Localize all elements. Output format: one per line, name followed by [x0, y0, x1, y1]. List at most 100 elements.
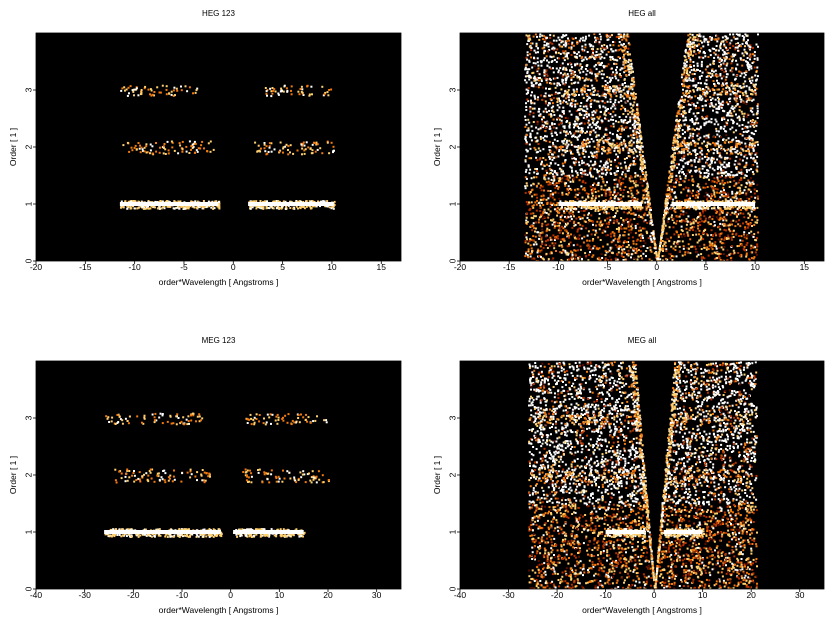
bg-count	[709, 163, 712, 166]
bg-count	[688, 151, 691, 154]
bg-count	[732, 229, 735, 232]
bg-count	[606, 167, 609, 169]
bg-count	[528, 240, 531, 243]
bg-count	[613, 104, 616, 107]
bg-count	[643, 213, 646, 216]
bg-count	[569, 132, 572, 135]
bg-count	[691, 121, 694, 124]
band-count	[175, 87, 178, 90]
band-count	[212, 207, 215, 210]
bg-count	[526, 54, 529, 57]
bg-count	[594, 199, 596, 202]
band-count	[173, 149, 176, 152]
bg-count	[697, 216, 700, 218]
bg-count	[525, 34, 528, 37]
band-count	[158, 205, 161, 208]
bg-count	[740, 168, 743, 171]
bg-count	[532, 243, 535, 246]
bg-count	[636, 155, 639, 158]
bg-count	[539, 245, 542, 248]
bg-count	[548, 157, 551, 160]
bg-count	[744, 154, 747, 156]
bg-count	[594, 73, 597, 76]
bg-count	[593, 182, 596, 185]
bg-count	[601, 77, 604, 80]
bg-count	[683, 235, 686, 238]
bg-count	[624, 108, 627, 110]
bg-count	[561, 162, 564, 165]
bg-count	[594, 63, 597, 66]
bg-count	[666, 190, 669, 192]
bg-count	[640, 169, 643, 172]
bg-count	[704, 217, 707, 220]
bg-count	[723, 70, 726, 73]
bg-count	[584, 56, 587, 59]
bg-count	[726, 112, 729, 114]
bg-count	[717, 49, 720, 52]
bg-count	[606, 36, 609, 39]
bg-count	[629, 209, 632, 212]
bg-count	[612, 90, 614, 93]
bg-count	[617, 247, 620, 250]
band-count	[258, 206, 261, 209]
bg-count	[721, 181, 724, 184]
bg-count	[742, 82, 745, 85]
bg-count	[588, 34, 591, 37]
bg-count	[596, 116, 599, 119]
bg-count	[586, 234, 589, 237]
bg-count	[541, 47, 544, 50]
bg-count	[672, 226, 675, 229]
x-tick-label: 5	[280, 262, 285, 272]
bg-count	[699, 188, 702, 191]
bg-count	[690, 222, 693, 225]
bg-count	[597, 184, 600, 186]
bg-count	[684, 62, 687, 65]
bg-count	[609, 55, 612, 58]
bg-count	[541, 86, 544, 89]
bg-count	[548, 213, 551, 216]
bg-count	[583, 214, 586, 217]
bg-count	[630, 196, 633, 199]
bg-count	[613, 216, 616, 219]
bg-count	[635, 150, 638, 153]
bg-count	[591, 93, 594, 96]
bg-count	[542, 59, 545, 62]
bg-count	[748, 152, 751, 155]
bg-count	[606, 46, 609, 49]
bg-count	[604, 173, 607, 176]
bg-count	[635, 180, 638, 183]
band-count	[197, 147, 200, 150]
bg-count	[532, 224, 535, 227]
bg-count	[729, 157, 732, 160]
bg-count	[721, 69, 724, 71]
bg-count	[533, 94, 536, 97]
bg-count	[587, 247, 590, 250]
bg-count	[723, 161, 726, 164]
bg-count	[631, 136, 634, 139]
bg-count	[714, 232, 717, 235]
bg-count	[543, 72, 546, 75]
bg-count	[532, 212, 535, 215]
bg-count	[725, 64, 728, 67]
bg-count	[708, 49, 711, 51]
band-count	[265, 145, 268, 148]
bg-count	[749, 190, 752, 193]
bg-count	[731, 152, 734, 155]
bg-count	[676, 243, 679, 246]
band-count	[162, 147, 165, 149]
band-count	[189, 205, 192, 208]
bg-count	[617, 79, 620, 82]
bg-count	[567, 75, 570, 78]
bg-count	[741, 124, 744, 126]
bg-count	[715, 247, 718, 250]
bg-count	[541, 240, 544, 243]
bg-count	[547, 50, 550, 53]
bg-count	[731, 211, 734, 214]
bg-count	[609, 196, 612, 199]
bg-count	[598, 223, 601, 226]
bg-count	[609, 232, 612, 235]
bg-count	[608, 249, 611, 252]
bg-count	[721, 223, 724, 226]
bg-count	[628, 167, 631, 170]
bg-count	[722, 224, 725, 227]
